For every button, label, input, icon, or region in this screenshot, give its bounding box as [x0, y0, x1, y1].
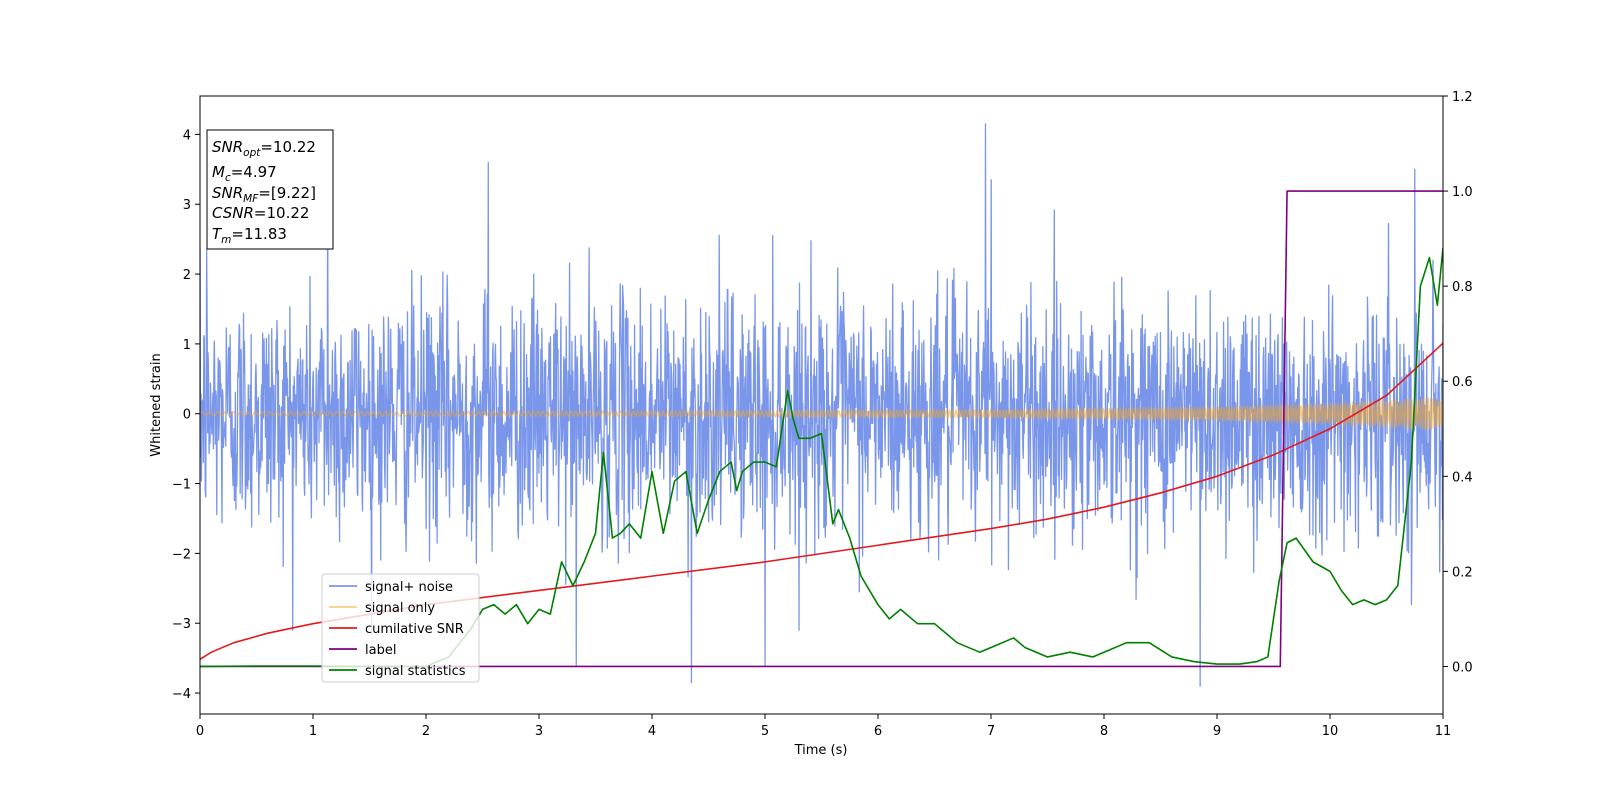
x-tick-label: 0	[196, 724, 204, 739]
annotation-line: SNRopt=10.22	[212, 138, 316, 159]
y2-axis-ticks: 0.0 0.2 0.4 0.6 0.8 1.0 1.2	[1443, 90, 1473, 675]
y-tick-label: 0	[183, 408, 191, 423]
x-axis-label: Time (s)	[794, 743, 848, 758]
y2-tick-label: 1.2	[1452, 90, 1473, 105]
y-tick-label: −2	[172, 547, 191, 562]
y-tick-label: 1	[183, 338, 191, 353]
x-tick-label: 5	[761, 724, 769, 739]
axes-frame	[199, 95, 1444, 715]
y2-tick-label: 0.6	[1452, 375, 1473, 390]
y-tick-label: 2	[183, 268, 191, 283]
y-tick-label: −1	[172, 478, 191, 493]
annotation-line: CSNR=10.22	[212, 204, 309, 222]
y-axis-ticks: −4 −3 −2 −1 0 1 2 3 4	[172, 128, 200, 702]
x-tick-label: 6	[874, 724, 882, 739]
y-tick-label: 3	[183, 198, 191, 213]
x-tick-label: 1	[309, 724, 317, 739]
x-tick-label: 9	[1213, 724, 1221, 739]
y-axis-label: Whitened strain	[149, 353, 164, 456]
annotation-box: SNRopt=10.22 Mc=4.97SNRMF=[9.22]CSNR=10.2…	[206, 129, 334, 250]
annotation-line: Tm=11.83	[212, 225, 287, 246]
x-axis-ticks: 0 1 2 3 4 5 6 7 8 9 10 11	[196, 714, 1451, 739]
y2-tick-label: 0.4	[1452, 470, 1473, 485]
series-layer	[200, 123, 1443, 687]
series-line-signal-statistics	[200, 248, 1443, 668]
legend-entry: signal+ noise	[365, 580, 453, 595]
series-line-signal-only	[200, 397, 1443, 431]
annotation-line: SNRMF=[9.22]	[212, 184, 316, 205]
y-tick-label: 4	[183, 128, 191, 143]
x-tick-label: 4	[648, 724, 656, 739]
x-tick-label: 10	[1322, 724, 1339, 739]
series-line-label	[200, 190, 1443, 668]
legend-frame	[321, 573, 480, 683]
legend-entry: signal only	[365, 601, 435, 616]
x-tick-label: 7	[987, 724, 995, 739]
legend: signal+ noise signal only cumilative SNR la…	[321, 573, 480, 683]
x-tick-label: 2	[422, 724, 430, 739]
series-line-signal-noise	[200, 123, 1443, 687]
y-tick-label: −4	[172, 687, 191, 702]
legend-entry: label	[365, 643, 396, 658]
y2-tick-label: 0.2	[1452, 565, 1473, 580]
legend-entry: signal statistics	[365, 664, 466, 679]
x-tick-label: 8	[1100, 724, 1108, 739]
legend-entry: cumilative SNR	[365, 622, 464, 637]
x-tick-label: 3	[535, 724, 543, 739]
y2-tick-label: 0.8	[1452, 280, 1473, 295]
y2-tick-label: 1.0	[1452, 185, 1473, 200]
y2-tick-label: 0.0	[1452, 660, 1473, 675]
series-line-cumilative-snr	[200, 342, 1443, 661]
x-tick-label: 11	[1435, 724, 1452, 739]
annotation-frame	[206, 129, 334, 250]
annotation-line: Mc=4.97	[212, 163, 277, 184]
y-tick-label: −3	[172, 617, 191, 632]
